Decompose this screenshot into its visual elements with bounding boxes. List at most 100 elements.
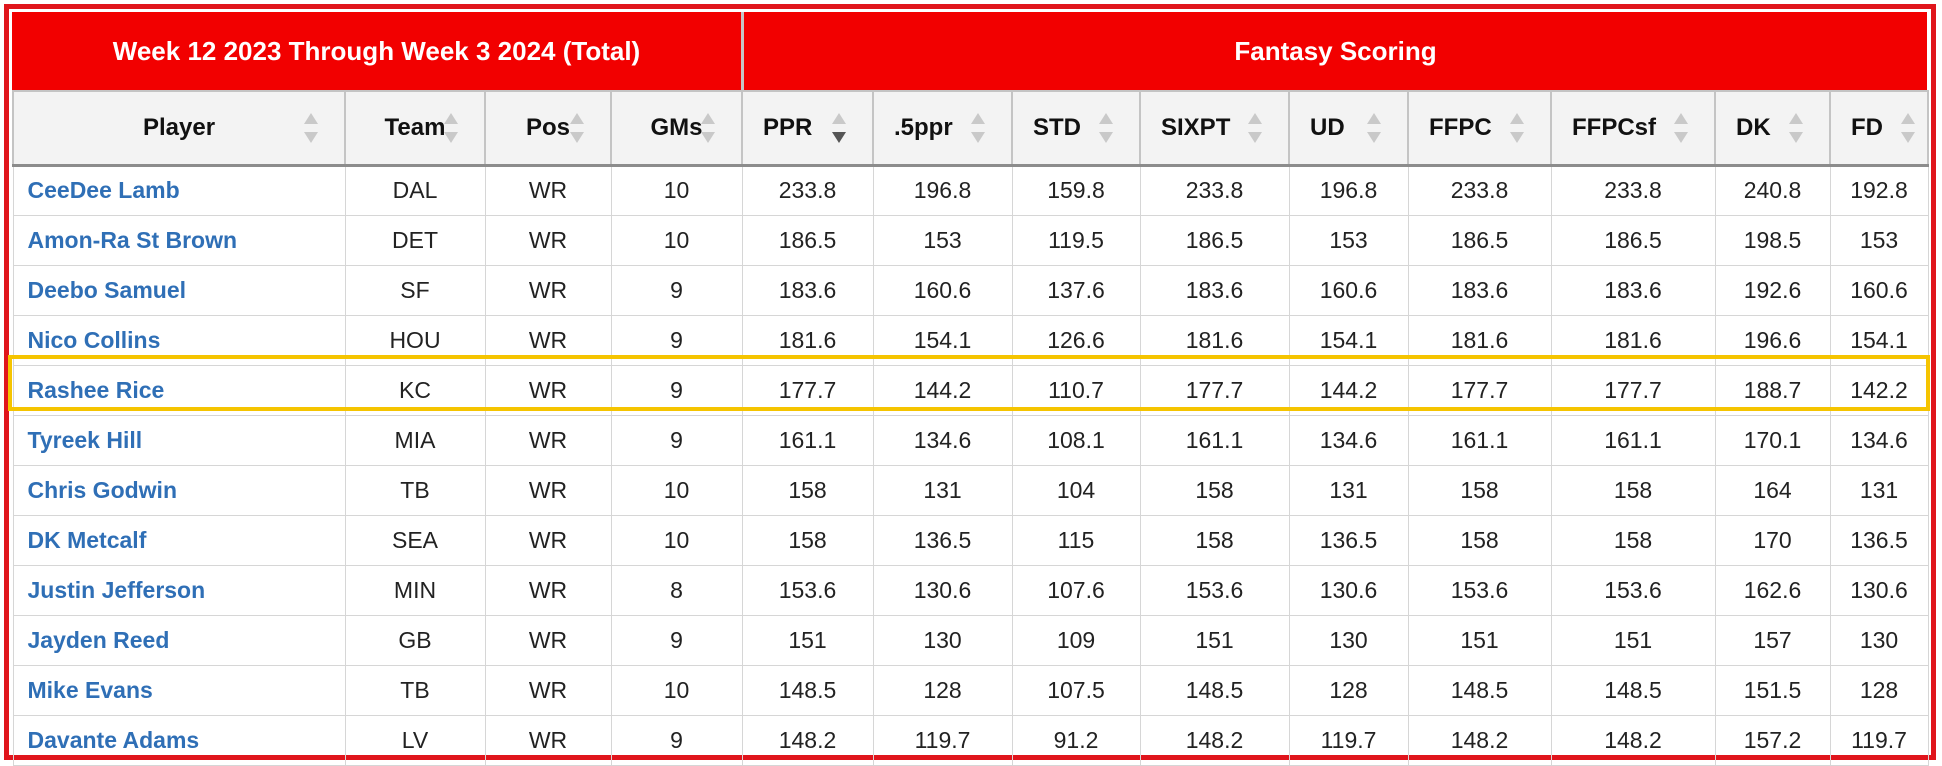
cell-sixpt: 181.6: [1139, 314, 1290, 366]
cell-dk: 170: [1714, 514, 1831, 566]
table-row: Amon-Ra St Brown DET WR 10 186.5 153 119.5 186.…: [12, 214, 1929, 266]
cell-gms: 9: [610, 414, 743, 466]
table-frame: Week 12 2023 Through Week 3 2024 (Total)…: [4, 4, 1936, 766]
cell-gms: 10: [610, 214, 743, 266]
sort-down-icon: [1367, 131, 1381, 143]
column-header-team[interactable]: Team: [344, 90, 486, 167]
column-header-ffpc[interactable]: FFPC: [1407, 90, 1552, 167]
cell-sixpt: 158: [1139, 464, 1290, 516]
player-link[interactable]: Davante Adams: [12, 714, 346, 766]
cell-5ppr: 130: [872, 614, 1013, 666]
player-link[interactable]: Deebo Samuel: [12, 264, 346, 316]
cell-std: 109: [1011, 614, 1141, 666]
column-header-gms[interactable]: GMs: [610, 90, 743, 167]
cell-ppr: 153.6: [741, 564, 874, 616]
cell-ffpcsf: 153.6: [1550, 564, 1716, 616]
cell-std: 115: [1011, 514, 1141, 566]
player-link[interactable]: Tyreek Hill: [12, 414, 346, 466]
sort-arrows-icon[interactable]: [701, 111, 715, 145]
column-header-sixpt[interactable]: SIXPT: [1139, 90, 1290, 167]
sort-down-icon: [1099, 131, 1113, 143]
sort-arrows-icon[interactable]: [1099, 111, 1113, 145]
player-link[interactable]: CeeDee Lamb: [12, 164, 346, 216]
sort-arrows-icon[interactable]: [1674, 111, 1688, 145]
stats-table: Player Team Pos GMs PPR .5ppr STD SIXPT UD FFPC FF…: [12, 90, 1929, 766]
cell-sixpt: 148.5: [1139, 664, 1290, 716]
cell-ppr: 151: [741, 614, 874, 666]
cell-fd: 160.6: [1829, 264, 1929, 316]
player-link[interactable]: Mike Evans: [12, 664, 346, 716]
column-header-ffpcsf[interactable]: FFPCsf: [1550, 90, 1716, 167]
player-link[interactable]: DK Metcalf: [12, 514, 346, 566]
cell-dk: 198.5: [1714, 214, 1831, 266]
cell-ppr: 148.5: [741, 664, 874, 716]
cell-pos: WR: [484, 614, 612, 666]
sort-down-icon: [444, 131, 458, 143]
cell-ud: 130.6: [1288, 564, 1409, 616]
sort-down-icon: [1510, 131, 1524, 143]
sort-up-icon: [1248, 112, 1262, 124]
cell-gms: 10: [610, 514, 743, 566]
cell-pos: WR: [484, 414, 612, 466]
cell-gms: 10: [610, 664, 743, 716]
sort-arrows-icon[interactable]: [304, 111, 318, 145]
sort-arrows-icon[interactable]: [444, 111, 458, 145]
cell-ffpc: 161.1: [1407, 414, 1552, 466]
cell-ppr: 183.6: [741, 264, 874, 316]
sort-down-icon: [1248, 131, 1262, 143]
player-link[interactable]: Chris Godwin: [12, 464, 346, 516]
sort-arrows-icon[interactable]: [1248, 111, 1262, 145]
cell-dk: 192.6: [1714, 264, 1831, 316]
sort-arrows-icon[interactable]: [1367, 111, 1381, 145]
sort-arrows-icon[interactable]: [570, 111, 584, 145]
cell-5ppr: 153: [872, 214, 1013, 266]
player-link[interactable]: Justin Jefferson: [12, 564, 346, 616]
cell-5ppr: 131: [872, 464, 1013, 516]
cell-ffpc: 233.8: [1407, 164, 1552, 216]
sort-arrows-icon[interactable]: [971, 111, 985, 145]
cell-team: HOU: [344, 314, 486, 366]
cell-pos: WR: [484, 664, 612, 716]
column-header-pos[interactable]: Pos: [484, 90, 612, 167]
cell-team: DET: [344, 214, 486, 266]
sort-arrows-icon[interactable]: [1510, 111, 1524, 145]
cell-fd: 130: [1829, 614, 1929, 666]
column-header-label: GMs: [650, 113, 703, 141]
column-header-dk[interactable]: DK: [1714, 90, 1831, 167]
cell-std: 126.6: [1011, 314, 1141, 366]
sort-arrows-icon[interactable]: [832, 111, 846, 145]
sort-arrows-icon[interactable]: [1901, 111, 1915, 145]
column-header-player[interactable]: Player: [12, 90, 346, 167]
sort-arrows-icon[interactable]: [1789, 111, 1803, 145]
cell-team: SF: [344, 264, 486, 316]
column-header-ud[interactable]: UD: [1288, 90, 1409, 167]
cell-fd: 131: [1829, 464, 1929, 516]
sort-up-icon: [971, 112, 985, 124]
cell-std: 107.5: [1011, 664, 1141, 716]
column-header-ppr[interactable]: PPR: [741, 90, 874, 167]
cell-ffpc: 153.6: [1407, 564, 1552, 616]
cell-ud: 131: [1288, 464, 1409, 516]
column-header-5ppr[interactable]: .5ppr: [872, 90, 1013, 167]
cell-sixpt: 158: [1139, 514, 1290, 566]
cell-fd: 128: [1829, 664, 1929, 716]
cell-team: TB: [344, 464, 486, 516]
player-link[interactable]: Rashee Rice: [12, 364, 346, 416]
player-link[interactable]: Jayden Reed: [12, 614, 346, 666]
cell-pos: WR: [484, 364, 612, 416]
cell-dk: 196.6: [1714, 314, 1831, 366]
cell-std: 104: [1011, 464, 1141, 516]
column-header-fd[interactable]: FD: [1829, 90, 1929, 167]
cell-ffpcsf: 158: [1550, 514, 1716, 566]
cell-dk: 164: [1714, 464, 1831, 516]
table-row: DK Metcalf SEA WR 10 158 136.5 115 158 136.5 158 1…: [12, 514, 1929, 566]
cell-pos: WR: [484, 164, 612, 216]
column-header-std[interactable]: STD: [1011, 90, 1141, 167]
cell-5ppr: 119.7: [872, 714, 1013, 766]
cell-pos: WR: [484, 514, 612, 566]
cell-gms: 9: [610, 614, 743, 666]
sort-up-icon: [1674, 112, 1688, 124]
player-link[interactable]: Nico Collins: [12, 314, 346, 366]
player-link[interactable]: Amon-Ra St Brown: [12, 214, 346, 266]
cell-ffpcsf: 233.8: [1550, 164, 1716, 216]
